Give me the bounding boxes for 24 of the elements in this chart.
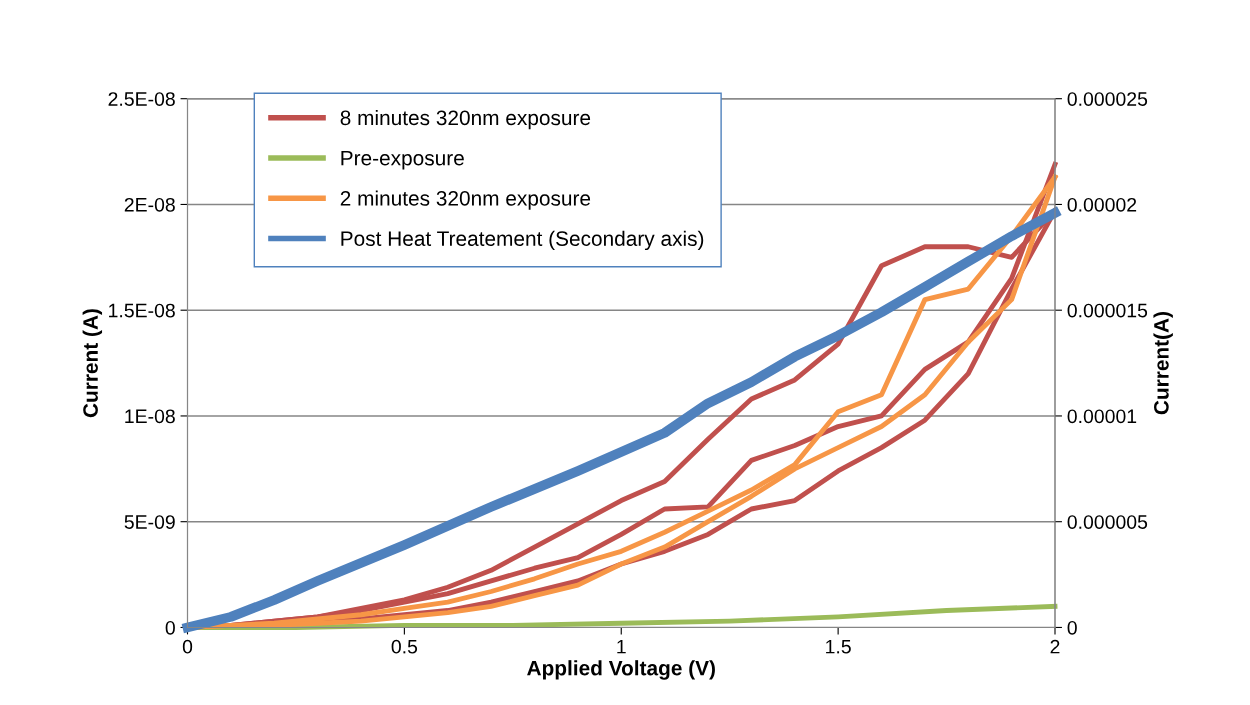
x-axis-title: Applied Voltage (V) — [527, 660, 715, 680]
legend-label: Post Heat Treatement (Secondary axis) — [341, 230, 704, 251]
x-tick-label: 1.5 — [826, 639, 851, 654]
y-tick-label: 0 — [165, 620, 175, 635]
y-tick-label: 2.5E-08 — [108, 92, 175, 106]
y2-tick-label: 0.000005 — [1067, 515, 1148, 529]
y-axis-title: Current (A) — [82, 309, 103, 418]
legend-label: 8 minutes 320nm exposure — [340, 109, 591, 130]
y-tick-label: 2E-08 — [124, 197, 175, 212]
y2-tick-label: 0.00002 — [1067, 197, 1137, 212]
y-tick-label: 1E-08 — [125, 409, 175, 424]
legend-label: Pre-exposure — [341, 150, 464, 170]
legend-label: 2 minutes 320nm exposure — [340, 190, 591, 210]
y2-tick-label: 0 — [1067, 620, 1077, 635]
x-tick-label: 2 — [1050, 639, 1060, 654]
y2-axis-title: Current(A) — [1153, 312, 1173, 415]
x-tick-label: 0 — [182, 639, 193, 654]
y-tick-label: 1.5E-08 — [109, 303, 175, 318]
x-tick-label: 1 — [617, 639, 626, 654]
y-tick-label: 5E-09 — [124, 515, 175, 529]
y2-tick-label: 0.000025 — [1067, 92, 1148, 106]
y2-tick-label: 0.00001 — [1067, 409, 1137, 424]
x-tick-label: 0.5 — [391, 639, 418, 654]
y2-tick-label: 0.000015 — [1067, 303, 1148, 318]
